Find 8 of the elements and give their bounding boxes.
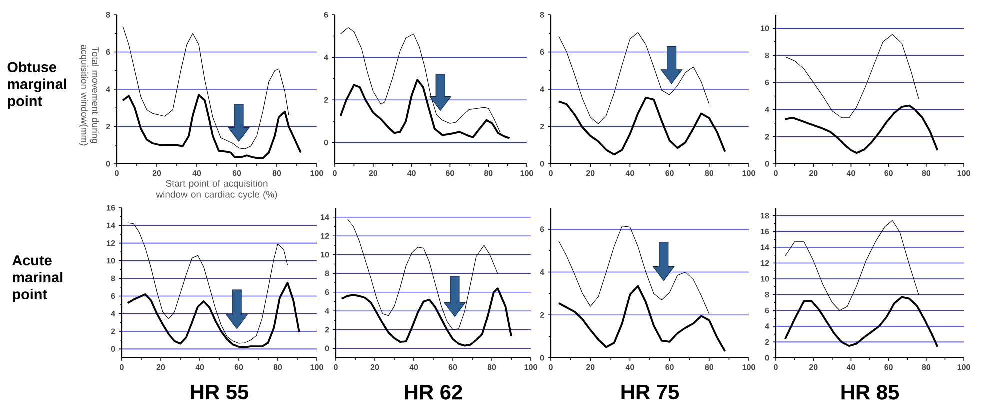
x-axis-title: HR 55 bbox=[191, 385, 249, 400]
y-axis-title: Total movement during acquisition window(mm) bbox=[79, 45, 100, 146]
x-axis-title: HR 62 bbox=[405, 385, 462, 400]
text: Acute marinal point bbox=[12, 256, 63, 302]
text: Obtuse marginal point bbox=[8, 62, 66, 110]
x-axis-title: Start point of acquisition window on cardiac cycle (%) bbox=[156, 180, 278, 200]
x-axis-title: HR 75 bbox=[622, 385, 680, 400]
x-axis-title: HR 85 bbox=[842, 385, 900, 400]
